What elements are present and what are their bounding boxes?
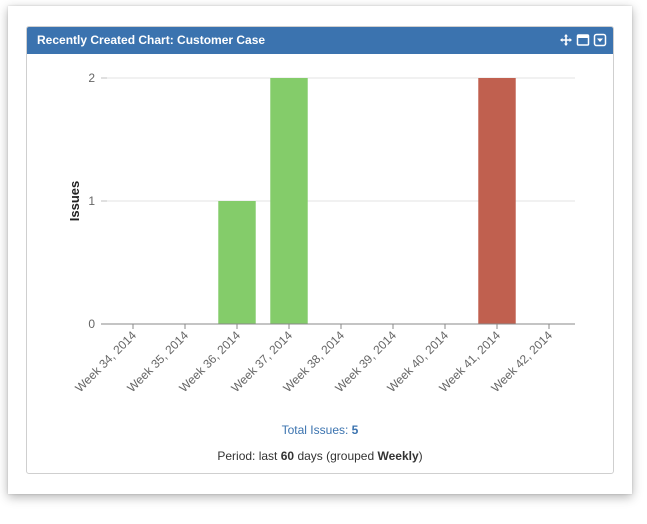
gadget-titlebar: Recently Created Chart: Customer Case [27,27,613,54]
bar[interactable] [270,78,308,324]
period-suffix: ) [418,449,423,463]
period-prefix: Period: last [217,449,278,463]
total-issues-value[interactable]: 5 [351,423,359,437]
gadget-title: Recently Created Chart: Customer Case [37,33,266,47]
period-group: Weekly [377,449,419,463]
menu-dropdown-icon[interactable] [593,33,607,47]
chart-gadget: Recently Created Chart: Customer Case 0 1… [26,26,614,474]
y-axis-label: Issues [67,181,82,221]
period-info: Period: last 60 days (grouped Weekly) [27,449,613,463]
move-icon[interactable] [559,33,573,47]
total-issues-label: Total Issues: [281,423,349,437]
y-tick-label: 1 [88,194,95,208]
period-mid: days (grouped [297,449,375,463]
y-tick-label: 2 [88,71,95,85]
maximize-icon[interactable] [576,33,590,47]
gadget-controls [559,33,607,47]
period-days: 60 [280,449,295,463]
bar[interactable] [478,78,516,324]
y-tick-label: 0 [88,317,95,331]
bar[interactable] [218,201,256,324]
total-issues[interactable]: Total Issues: 5 [27,423,613,437]
gadget-frame: Recently Created Chart: Customer Case 0 1… [8,6,632,494]
